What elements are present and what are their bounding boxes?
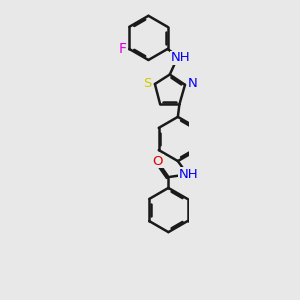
- Text: F: F: [119, 42, 127, 56]
- Text: NH: NH: [171, 51, 190, 64]
- Text: O: O: [153, 154, 163, 168]
- Text: S: S: [143, 77, 152, 90]
- Text: N: N: [188, 77, 197, 90]
- Text: NH: NH: [179, 168, 199, 181]
